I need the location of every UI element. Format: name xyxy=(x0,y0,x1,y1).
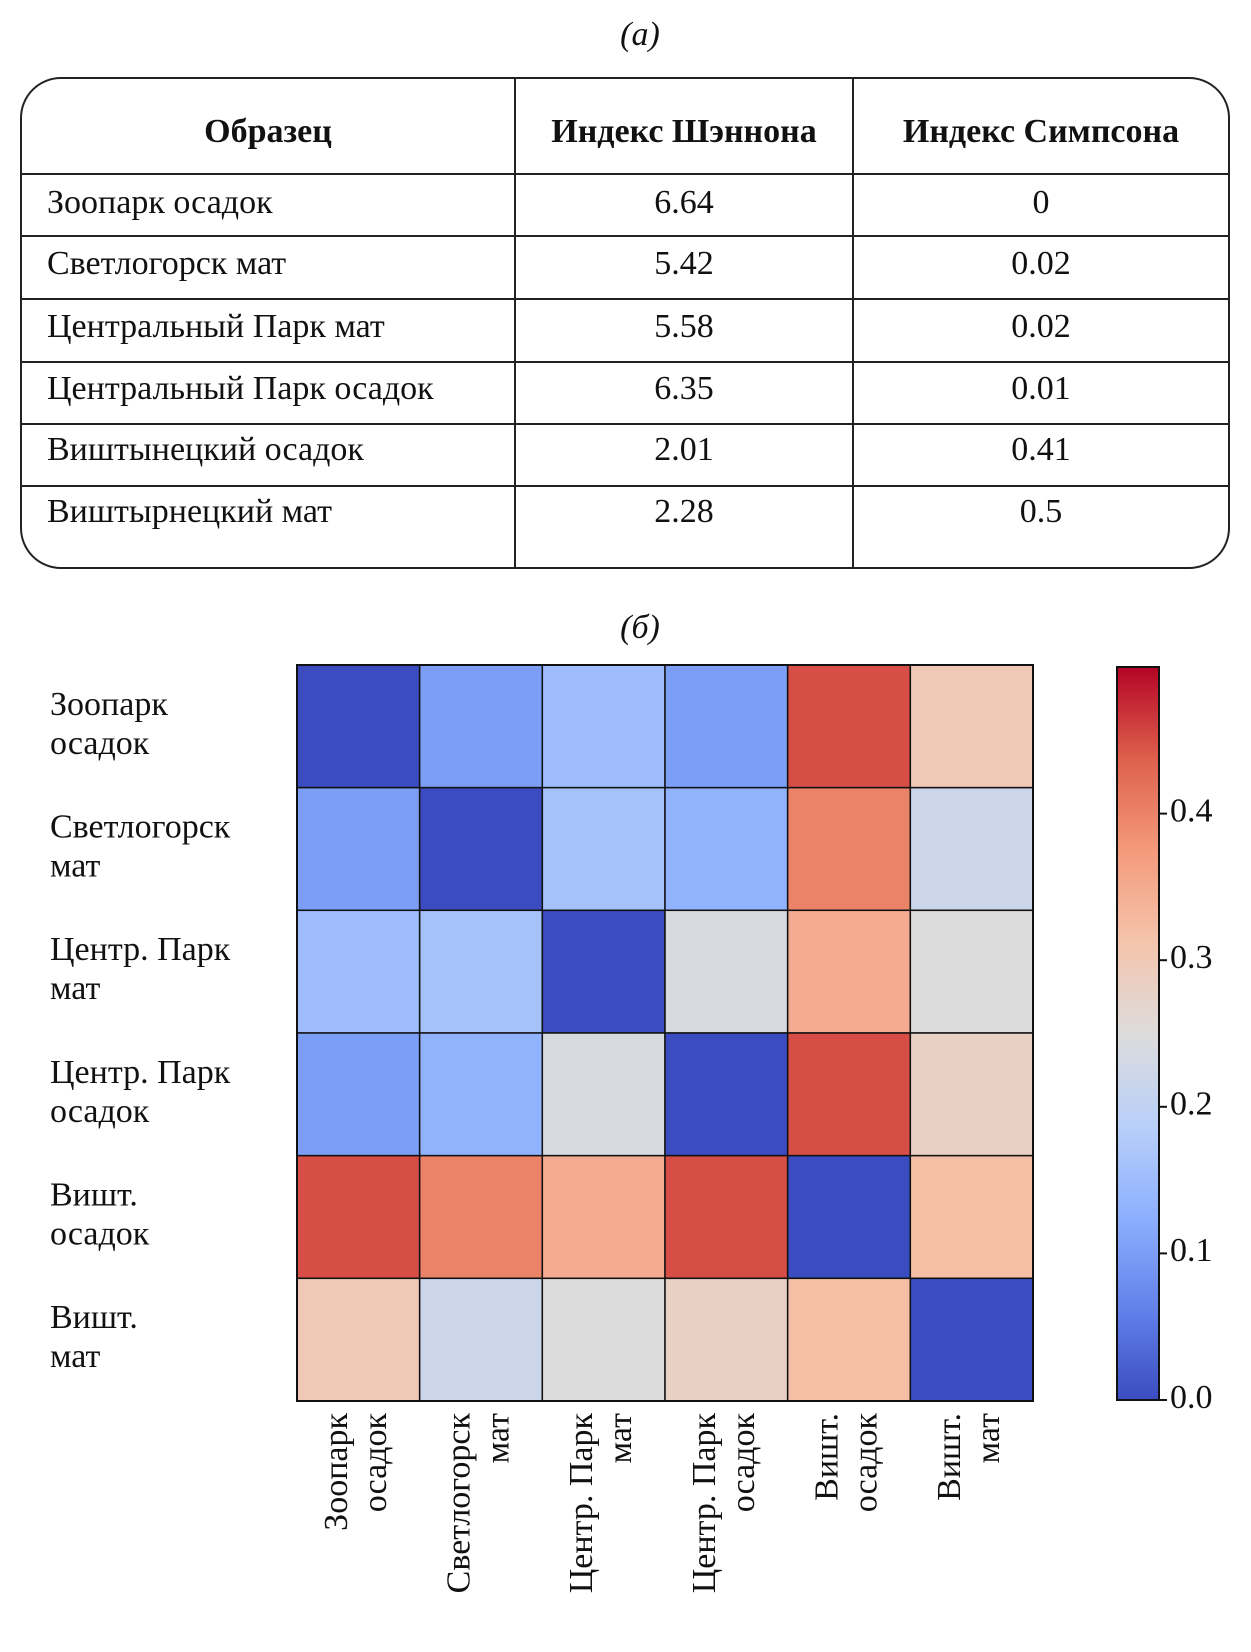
heatmap-cell xyxy=(786,1277,912,1402)
table-header: Индекс Шэннона xyxy=(551,113,816,150)
table-cell: 6.35 xyxy=(654,370,714,407)
table-cell: 0.01 xyxy=(1011,370,1071,407)
table-cell: 0.41 xyxy=(1011,431,1071,468)
colorbar-tick-label: 0.0 xyxy=(1170,1379,1213,1416)
heatmap-frame xyxy=(296,664,1034,1402)
panel-label: (a) xyxy=(620,16,660,53)
heatmap-cell xyxy=(418,1154,544,1280)
x-tick-label: Центр. Паркмат xyxy=(563,1413,639,1594)
x-tick-label: Вишт.мат xyxy=(931,1413,1007,1501)
heatmap-cell xyxy=(909,1277,1034,1402)
table-header: Образец xyxy=(204,113,332,150)
table-cell: 2.01 xyxy=(654,431,714,468)
heatmap-cell xyxy=(786,1032,912,1157)
heatmap-cell xyxy=(786,909,912,1034)
heatmap-cell xyxy=(664,1277,789,1402)
heatmap-cell xyxy=(296,1277,421,1402)
x-tick-label: Светлогорскмат xyxy=(440,1413,516,1594)
table-cell: Центральный Парк мат xyxy=(47,308,385,345)
table-header: Индекс Симпсона xyxy=(903,113,1179,150)
colorbar-tick-label: 0.1 xyxy=(1170,1232,1213,1269)
x-tick-label: Зоопаркосадок xyxy=(318,1413,394,1531)
heatmap-cell xyxy=(296,786,421,912)
colorbar-tick-label: 0.4 xyxy=(1170,792,1213,829)
heatmap-cell xyxy=(664,909,789,1034)
y-tick-label: Центр. Парк мат xyxy=(50,931,231,1007)
table-cell: Виштынецкий осадок xyxy=(47,431,364,468)
heatmap-cell xyxy=(296,664,421,789)
heatmap-cell xyxy=(909,909,1034,1034)
heatmap-cell xyxy=(296,909,421,1034)
table-cell: 0.02 xyxy=(1011,245,1071,282)
heatmap-cell xyxy=(296,1032,421,1157)
heatmap-cell xyxy=(541,909,666,1034)
heatmap-cell xyxy=(541,1032,666,1157)
heatmap-cell xyxy=(418,786,544,912)
heatmap-cell xyxy=(418,1277,544,1402)
x-tick-label: Вишт.осадок xyxy=(808,1413,884,1513)
heatmap-cell xyxy=(664,1154,789,1280)
table-cell: 0.02 xyxy=(1011,308,1071,345)
table-cell: 2.28 xyxy=(654,493,714,530)
heatmap: Зоопарк осадок Светлогорск мат Центр. Парк ма… xyxy=(50,664,1213,1594)
table-cell: 6.64 xyxy=(654,184,714,221)
heatmap-cell xyxy=(664,786,789,912)
table-cell: Виштырнецкий мат xyxy=(47,493,332,530)
heatmap-cell xyxy=(909,786,1034,912)
heatmap-cell xyxy=(541,664,666,789)
table-border xyxy=(20,77,1230,569)
table-cell: 0 xyxy=(1033,184,1050,221)
heatmap-cell xyxy=(664,664,789,789)
table: Образец Индекс Шэннона Индекс Симпсона Зооп… xyxy=(21,78,1229,568)
heatmap-cell xyxy=(786,786,912,912)
heatmap-cell xyxy=(909,664,1034,789)
heatmap-cell xyxy=(418,909,544,1034)
heatmap-cell xyxy=(296,1154,421,1280)
table-cell: Центральный Парк осадок xyxy=(47,370,434,407)
table-cell: 5.58 xyxy=(654,308,714,345)
heatmap-cell xyxy=(786,1154,912,1280)
colorbar-tick-label: 0.3 xyxy=(1170,939,1213,976)
y-tick-label: Светлогорск мат xyxy=(50,808,231,884)
heatmap-cell xyxy=(664,1032,789,1157)
y-tick-label: Центр. Парк осадок xyxy=(50,1054,231,1130)
colorbar-tick-label: 0.2 xyxy=(1170,1086,1213,1123)
colorbar xyxy=(1116,666,1160,1401)
y-tick-label: Вишт. осадок xyxy=(50,1176,150,1252)
heatmap-cell xyxy=(786,664,912,789)
heatmap-cell xyxy=(418,664,544,789)
table-cell: 5.42 xyxy=(654,245,714,282)
heatmap-cell xyxy=(541,1154,666,1280)
x-tick-label: Центр. Паркосадок xyxy=(686,1413,762,1594)
chart-title: (б) xyxy=(620,609,660,646)
table-cell: 0.5 xyxy=(1020,493,1063,530)
y-tick-label: Зоопарк осадок xyxy=(50,686,168,762)
heatmap-cell xyxy=(418,1032,544,1157)
table-cell: Зоопарк осадок xyxy=(47,184,273,221)
heatmap-cell xyxy=(541,1277,666,1402)
y-tick-label: Вишт. мат xyxy=(50,1299,138,1375)
heatmap-cell xyxy=(909,1154,1034,1280)
heatmap-cell xyxy=(541,786,666,912)
table-cell: Светлогорск мат xyxy=(47,245,286,282)
heatmap-cell xyxy=(909,1032,1034,1157)
